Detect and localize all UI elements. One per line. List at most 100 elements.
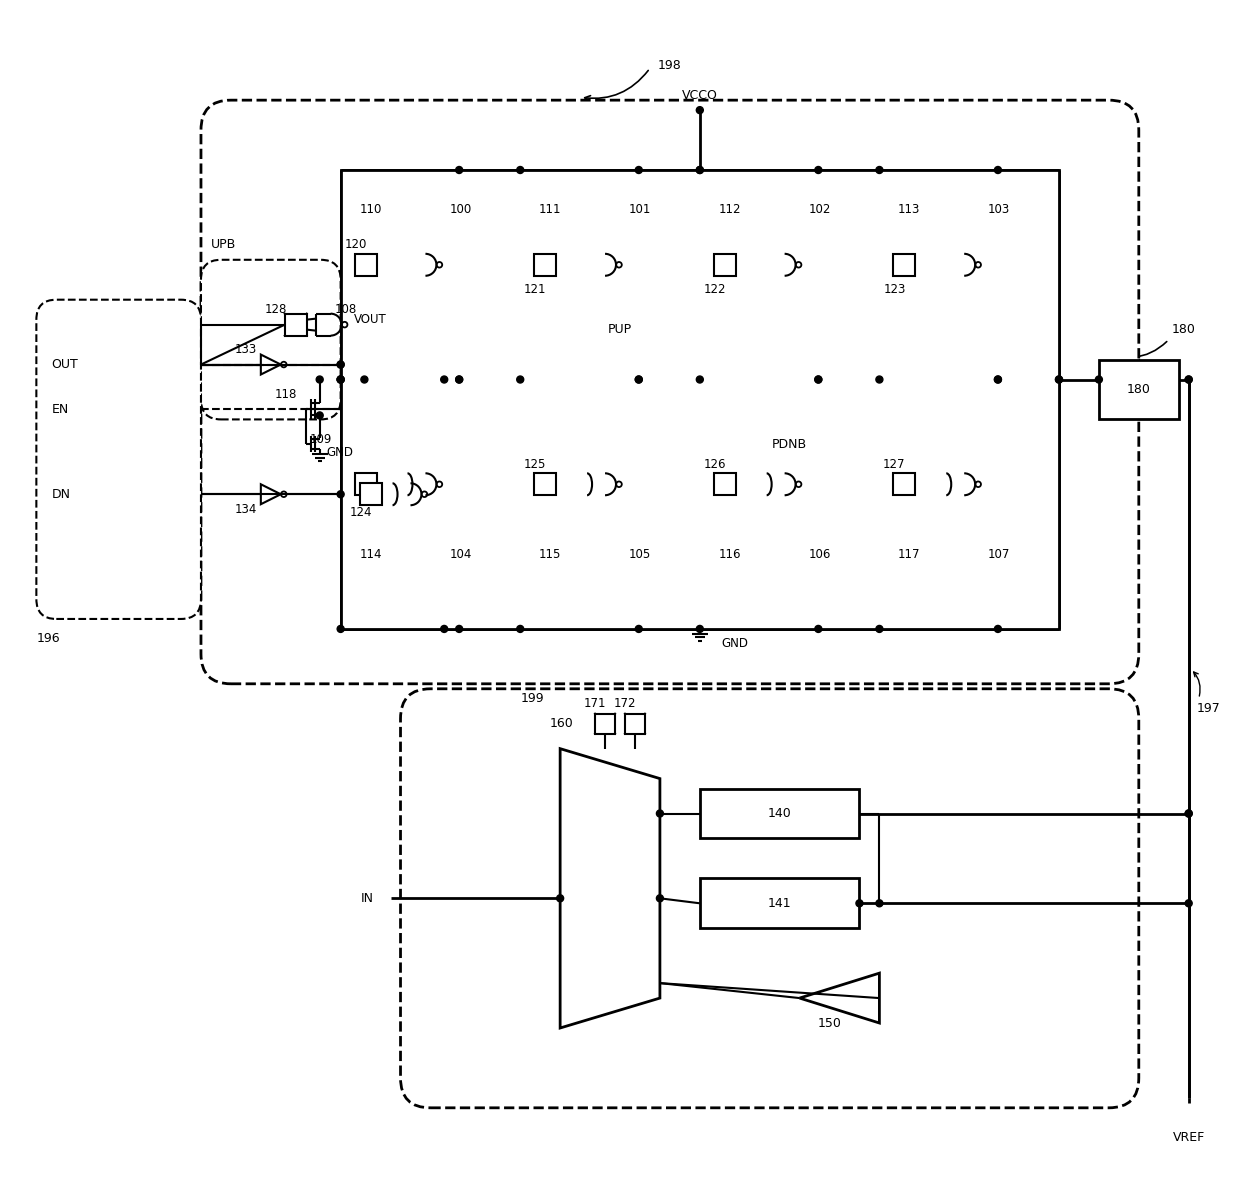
FancyBboxPatch shape [36, 300, 201, 619]
Circle shape [815, 167, 822, 174]
Text: UPB: UPB [211, 239, 236, 252]
Text: EN: EN [51, 403, 68, 416]
Circle shape [517, 167, 523, 174]
Circle shape [635, 626, 642, 632]
Bar [595, 713, 615, 734]
Text: 196: 196 [36, 632, 60, 645]
Text: 109: 109 [310, 433, 332, 446]
Circle shape [337, 361, 345, 368]
Circle shape [337, 490, 345, 498]
Circle shape [316, 376, 324, 382]
Text: 108: 108 [335, 303, 357, 317]
Circle shape [440, 626, 448, 632]
Text: 112: 112 [718, 204, 742, 216]
Text: 198: 198 [658, 59, 682, 72]
Circle shape [875, 899, 883, 906]
Text: 111: 111 [539, 204, 562, 216]
Circle shape [656, 894, 663, 902]
Text: 105: 105 [629, 548, 651, 561]
Circle shape [856, 899, 863, 906]
Bar [534, 254, 557, 276]
Circle shape [337, 626, 345, 632]
Circle shape [1185, 376, 1192, 382]
Circle shape [697, 376, 703, 382]
Bar [714, 254, 735, 276]
Circle shape [875, 376, 883, 382]
FancyBboxPatch shape [201, 101, 1138, 683]
Circle shape [455, 376, 463, 382]
Text: 102: 102 [808, 204, 831, 216]
Text: 123: 123 [883, 283, 905, 296]
FancyArrowPatch shape [1133, 342, 1167, 360]
Circle shape [875, 626, 883, 632]
Circle shape [1185, 899, 1192, 906]
Circle shape [337, 361, 345, 368]
FancyArrowPatch shape [213, 251, 218, 255]
Text: 115: 115 [539, 548, 562, 561]
Circle shape [697, 626, 703, 632]
Text: 171: 171 [584, 698, 606, 710]
Circle shape [1185, 376, 1192, 382]
Text: GND: GND [326, 446, 353, 459]
Text: 126: 126 [703, 458, 727, 471]
Circle shape [455, 167, 463, 174]
Circle shape [337, 376, 345, 382]
Circle shape [361, 376, 368, 382]
Text: 140: 140 [768, 807, 791, 820]
Text: 120: 120 [345, 239, 367, 252]
FancyArrowPatch shape [553, 704, 578, 719]
Text: IN: IN [361, 892, 373, 905]
Bar [714, 474, 735, 495]
FancyBboxPatch shape [201, 260, 341, 420]
Circle shape [1185, 811, 1192, 817]
Text: PUP: PUP [608, 323, 632, 336]
Text: 125: 125 [525, 458, 547, 471]
Text: GND: GND [722, 638, 748, 650]
Text: 113: 113 [898, 204, 920, 216]
Circle shape [635, 376, 642, 382]
Text: 133: 133 [234, 343, 257, 356]
Circle shape [697, 167, 703, 174]
Circle shape [697, 107, 703, 114]
Text: 103: 103 [988, 204, 1011, 216]
Text: 160: 160 [551, 717, 574, 730]
Text: 117: 117 [898, 548, 920, 561]
Text: 121: 121 [525, 283, 547, 296]
FancyBboxPatch shape [401, 688, 1138, 1108]
Text: 180: 180 [1172, 323, 1195, 336]
Text: 110: 110 [360, 204, 382, 216]
Circle shape [815, 376, 822, 382]
Circle shape [875, 167, 883, 174]
Text: DN: DN [51, 488, 71, 501]
Circle shape [1185, 811, 1192, 817]
Text: 106: 106 [808, 548, 831, 561]
Bar [355, 254, 377, 276]
Text: PDNB: PDNB [773, 438, 807, 451]
Text: 124: 124 [350, 506, 372, 519]
Circle shape [1095, 376, 1102, 382]
Bar [893, 254, 915, 276]
Circle shape [635, 167, 642, 174]
Circle shape [697, 167, 703, 174]
Text: 101: 101 [629, 204, 651, 216]
Circle shape [656, 811, 663, 817]
Circle shape [517, 376, 523, 382]
Text: VCCO: VCCO [682, 89, 718, 102]
Text: OUT: OUT [51, 359, 78, 370]
Circle shape [517, 626, 523, 632]
Text: 197: 197 [1197, 703, 1220, 716]
Bar [1099, 360, 1179, 420]
Text: VOUT: VOUT [355, 313, 387, 326]
Circle shape [1055, 376, 1063, 382]
FancyArrowPatch shape [585, 71, 649, 101]
Text: 116: 116 [718, 548, 742, 561]
Bar [699, 789, 859, 838]
Text: 114: 114 [360, 548, 382, 561]
Circle shape [337, 376, 345, 382]
Circle shape [994, 376, 1002, 382]
Bar [341, 170, 1059, 629]
FancyArrowPatch shape [1194, 671, 1200, 697]
Circle shape [337, 376, 345, 382]
Text: 134: 134 [234, 502, 257, 516]
Circle shape [815, 376, 822, 382]
